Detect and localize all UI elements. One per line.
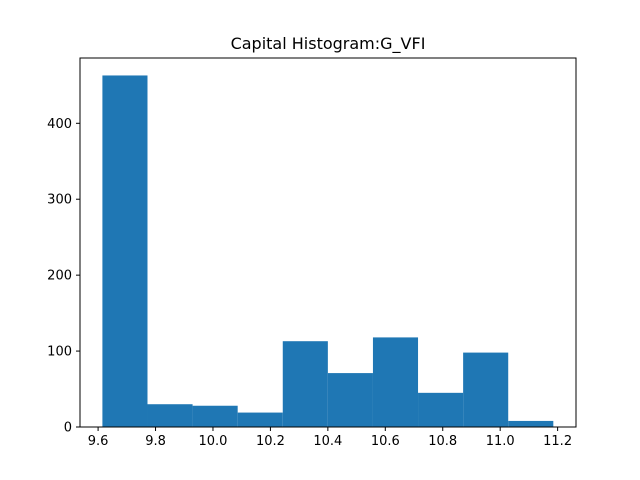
histogram-bar xyxy=(102,75,148,428)
x-tick-label: 10.4 xyxy=(313,434,342,449)
y-tick-label: 300 xyxy=(47,193,72,208)
histogram-bar xyxy=(508,420,554,427)
x-tick-label: 10.8 xyxy=(428,434,457,449)
histogram-bar xyxy=(418,392,464,427)
x-tick-label: 11.0 xyxy=(486,434,515,449)
x-tick-label: 9.6 xyxy=(88,434,109,449)
plot-frame xyxy=(79,57,577,428)
histogram-bar xyxy=(282,341,328,427)
y-tick-label: 100 xyxy=(47,345,72,360)
y-tick-label: 0 xyxy=(64,421,72,436)
histogram-bar xyxy=(147,404,193,427)
x-tick-label: 10.6 xyxy=(371,434,400,449)
histogram-bar xyxy=(463,352,509,427)
histogram-bar xyxy=(327,373,373,427)
histogram-bar xyxy=(237,412,283,427)
y-tick-label: 400 xyxy=(47,117,72,132)
bars-group xyxy=(102,75,554,428)
x-tick-label: 9.8 xyxy=(145,434,166,449)
y-tick-label: 200 xyxy=(47,269,72,284)
x-axis-ticks: 9.6 9.8 10.0 10.2 10.4 10.6 10.8 11.0 11.2 xyxy=(88,427,572,449)
histogram-bar xyxy=(372,337,419,427)
x-tick-label: 11.2 xyxy=(543,434,572,449)
chart-title: Capital Histogram:G_VFI xyxy=(231,34,426,54)
histogram-bar xyxy=(192,405,238,427)
x-tick-label: 10.2 xyxy=(256,434,285,449)
y-axis-ticks: 0 100 200 300 400 xyxy=(47,117,80,436)
x-tick-label: 10.0 xyxy=(198,434,227,449)
